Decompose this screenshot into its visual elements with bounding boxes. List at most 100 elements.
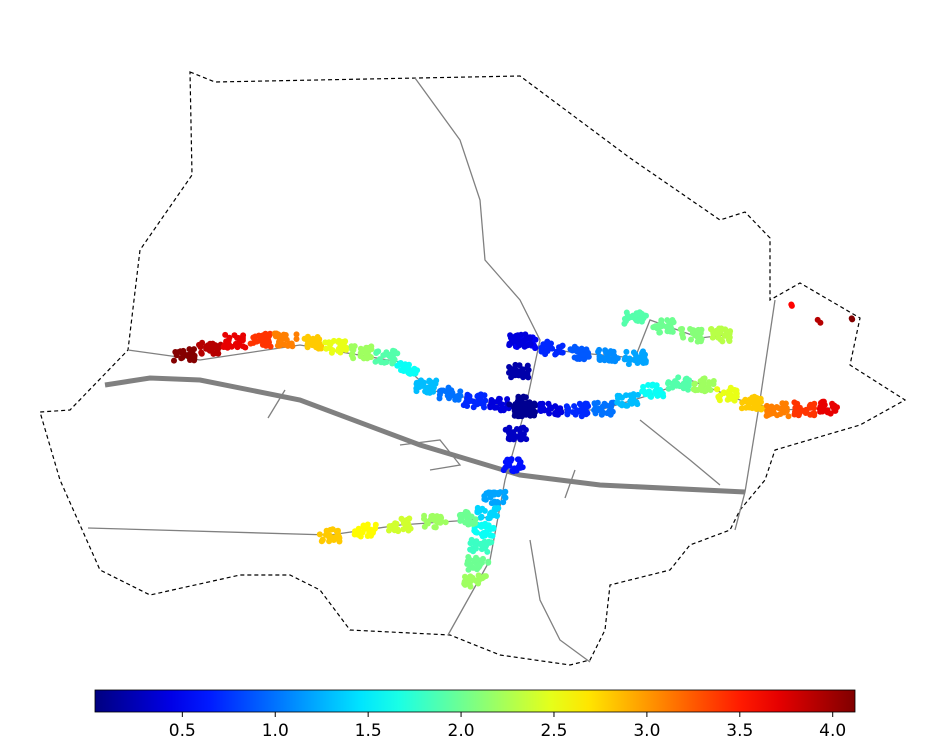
point: [416, 384, 423, 390]
point: [579, 351, 586, 358]
point: [639, 350, 646, 357]
point: [495, 491, 502, 498]
point: [393, 520, 400, 527]
point: [520, 431, 527, 438]
point: [603, 402, 610, 409]
point: [418, 377, 424, 384]
point: [710, 378, 717, 384]
point: [481, 404, 487, 411]
point: [759, 405, 766, 412]
point: [680, 334, 687, 341]
point: [316, 343, 323, 350]
point: [396, 360, 403, 367]
point: [516, 342, 523, 349]
point: [473, 538, 480, 545]
point: [262, 338, 269, 345]
point: [565, 407, 572, 414]
point: [191, 346, 197, 353]
point: [468, 536, 475, 543]
point: [623, 348, 630, 355]
point: [648, 393, 655, 400]
point: [406, 515, 413, 522]
point: [552, 410, 558, 417]
points: [171, 301, 856, 590]
point: [444, 392, 451, 399]
point: [665, 380, 671, 387]
point: [576, 400, 583, 407]
point: [505, 435, 512, 442]
point: [276, 342, 283, 349]
point: [432, 524, 439, 531]
point: [701, 388, 708, 395]
point: [652, 323, 659, 330]
point: [479, 533, 486, 540]
point: [378, 359, 385, 366]
point: [794, 400, 801, 407]
point: [621, 356, 628, 363]
point: [196, 341, 202, 348]
point: [667, 324, 673, 331]
point: [683, 375, 690, 382]
colorbar-tick-label: 3.5: [726, 721, 753, 741]
point: [811, 405, 817, 412]
point: [763, 402, 770, 409]
point: [479, 505, 486, 512]
point: [632, 351, 639, 358]
point: [625, 315, 632, 322]
point: [426, 377, 433, 384]
point: [487, 532, 494, 539]
point: [511, 372, 518, 379]
point: [679, 326, 686, 332]
point: [421, 512, 428, 519]
point: [664, 317, 671, 324]
point: [438, 387, 445, 394]
point: [442, 519, 449, 526]
point: [470, 398, 477, 405]
point: [487, 494, 494, 501]
point: [673, 382, 680, 389]
point: [470, 564, 477, 571]
point: [515, 456, 522, 463]
point: [491, 505, 498, 512]
point: [795, 412, 802, 419]
point: [198, 350, 205, 357]
point: [348, 352, 355, 359]
point: [473, 556, 480, 563]
point: [318, 538, 325, 545]
point: [359, 347, 366, 354]
point: [623, 309, 630, 316]
point: [391, 356, 398, 363]
point: [354, 529, 361, 536]
point: [516, 404, 523, 411]
point: [179, 349, 185, 356]
point: [831, 405, 838, 412]
point: [485, 515, 492, 522]
point: [391, 349, 398, 356]
point: [506, 401, 513, 408]
point: [552, 351, 559, 358]
colorbar-tick-label: 4.0: [819, 721, 846, 741]
point: [511, 465, 518, 472]
point: [191, 352, 198, 359]
point: [222, 331, 229, 338]
point: [771, 405, 778, 412]
point: [706, 379, 712, 386]
point: [465, 554, 472, 560]
point: [628, 393, 635, 400]
point: [824, 409, 831, 416]
point: [745, 399, 751, 406]
point: [713, 330, 720, 337]
point: [690, 386, 697, 393]
point: [599, 411, 605, 418]
point: [720, 389, 727, 396]
point: [727, 328, 734, 335]
point: [527, 405, 534, 412]
point: [606, 357, 613, 364]
point: [470, 404, 477, 411]
point: [698, 326, 705, 333]
colorbar-tick-label: 2.5: [540, 721, 567, 741]
point: [788, 301, 795, 308]
point: [626, 355, 633, 362]
point: [494, 513, 500, 519]
point: [215, 350, 222, 357]
